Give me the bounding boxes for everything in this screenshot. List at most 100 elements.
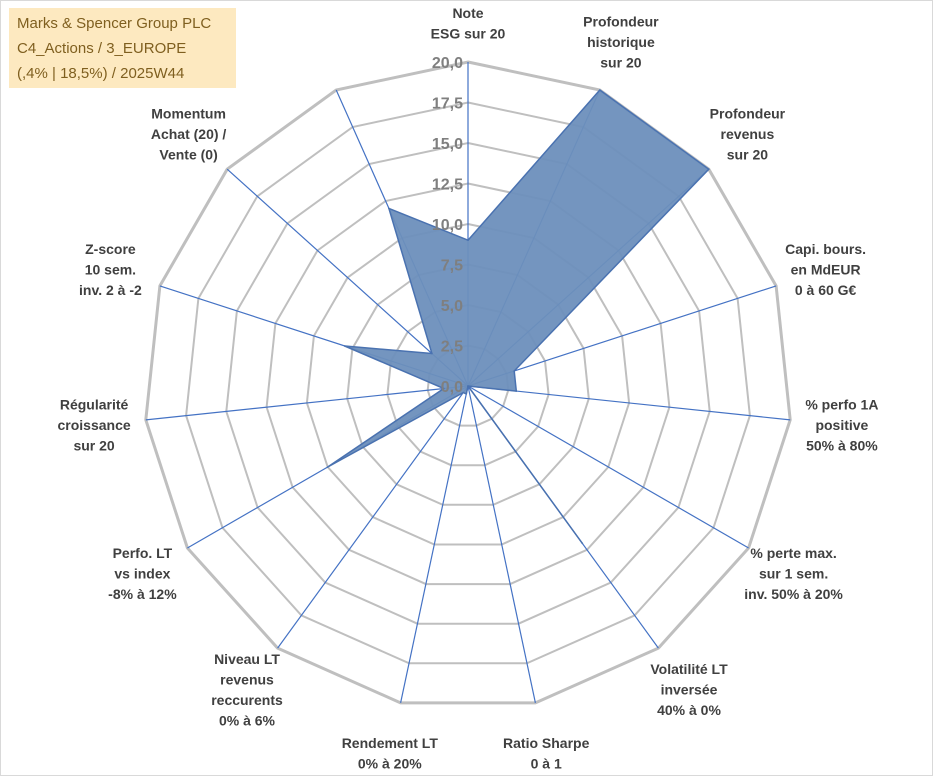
series-point-6 (581, 542, 584, 545)
grid-ring-3 (346, 263, 590, 506)
axis-spoke-7 (467, 385, 536, 704)
axis-label-4-line-0: % perfo 1A (805, 396, 878, 412)
axis-label-0-line-0: Note (452, 5, 483, 21)
axis-label-0-line-1: ESG sur 20 (431, 26, 506, 42)
series-point-11 (443, 387, 445, 390)
axis-label-9-line-3: 0% à 6% (219, 713, 276, 729)
axis-label-10: Perfo. LT vs index -8% à 12% (108, 545, 177, 602)
axis-label-3-line-2: 0 à 60 G€ (795, 282, 857, 298)
axis-label-2-line-2: sur 20 (727, 146, 768, 162)
axis-label-6-line-1: inversée (661, 682, 718, 698)
axis-label-12-line-0: Z-score (85, 241, 136, 257)
series-point-2 (708, 168, 710, 170)
tick-label-6: 15,0 (432, 136, 463, 153)
axis-label-6-line-2: 40% à 0% (657, 702, 721, 718)
series-point-8 (465, 393, 468, 395)
axis-label-7-line-0: Ratio Sharpe (503, 735, 590, 751)
axis-label-9-line-2: reccurents (211, 692, 283, 708)
axis-label-5-line-2: inv. 50% à 20% (744, 586, 843, 602)
axis-label-9-line-1: revenus (220, 672, 274, 688)
axis-label-11-line-0: Régularité (60, 396, 129, 412)
axis-label-7-line-1: 0 à 1 (531, 756, 562, 772)
axis-spoke-8 (400, 385, 469, 704)
axis-label-4-line-1: positive (815, 417, 868, 433)
axis-label-1-line-0: Profondeur (583, 14, 659, 30)
tick-label-8: 20,0 (432, 55, 463, 72)
axis-labels: Note ESG sur 20 Profondeur historique sur 20… (58, 5, 879, 772)
axis-label-12-line-1: 10 sem. (85, 261, 136, 277)
axis-label-13: Momentum Achat (20) / Vente (0) (151, 105, 227, 162)
grid-ring-8 (144, 60, 792, 705)
axis-label-10-line-0: Perfo. LT (113, 545, 173, 561)
series-point-0 (467, 239, 469, 241)
grid-ring-7 (185, 101, 751, 665)
axis-label-4-line-2: 50% à 80% (806, 437, 878, 453)
axis-label-4: % perfo 1A positive 50% à 80% (805, 396, 878, 453)
series-point-13 (431, 352, 433, 355)
series-area-group (326, 89, 710, 545)
axis-label-13-line-2: Vente (0) (159, 146, 217, 162)
tick-label-4: 10,0 (432, 217, 463, 234)
tick-label-0: 0,0 (441, 379, 463, 396)
axis-spoke-13 (226, 168, 469, 387)
axis-label-6: Volatilité LT inversée 40% à 0% (650, 661, 728, 718)
axis-spoke-9 (277, 385, 469, 649)
axis-label-3-line-1: en MdEUR (791, 261, 861, 277)
axis-label-8-line-1: 0% à 20% (358, 756, 422, 772)
axis-label-9: Niveau LT revenus reccurents 0% à 6% (211, 651, 283, 729)
axis-label-1-line-2: sur 20 (600, 55, 641, 71)
series-point-14 (388, 207, 390, 210)
series-point-12 (343, 345, 346, 347)
axis-label-0: Note ESG sur 20 (431, 5, 506, 42)
axis-label-3-line-0: Capi. bours. (785, 241, 866, 257)
series-point-3 (513, 370, 515, 372)
axis-label-2-line-1: revenus (721, 126, 775, 142)
title-line-category: C4_Actions / 3_EUROPE (17, 40, 187, 57)
axis-label-10-line-1: vs index (114, 566, 170, 582)
axis-label-11-line-2: sur 20 (73, 437, 114, 453)
axis-label-1-line-1: historique (587, 34, 655, 50)
axis-label-11-line-1: croissance (58, 417, 131, 433)
axis-label-12-line-2: inv. 2 à -2 (79, 282, 142, 298)
axis-label-5: % perte max. sur 1 sem. inv. 50% à 20% (744, 545, 843, 602)
axis-spoke-5 (467, 385, 749, 549)
tick-label-7: 17,5 (432, 96, 463, 113)
tick-label-2: 5,0 (441, 298, 463, 315)
axis-label-6-line-0: Volatilité LT (650, 661, 728, 677)
title-line-company: Marks & Spencer Group PLC (17, 15, 212, 32)
axis-spoke-3 (467, 285, 777, 387)
axis-label-8: Rendement LT 0% à 20% (342, 735, 439, 772)
axis-label-7: Ratio Sharpe 0 à 1 (503, 735, 590, 772)
series-area (326, 89, 710, 545)
title-line-stats: (,4% | 18,5%) / 2025W44 (17, 65, 185, 82)
axis-label-8-line-0: Rendement LT (342, 735, 439, 751)
axis-label-3: Capi. bours. en MdEUR 0 à 60 G€ (785, 241, 866, 298)
grid-ring-4 (305, 222, 631, 546)
series-point-10 (326, 466, 329, 468)
axis-label-10-line-2: -8% à 12% (108, 586, 177, 602)
axis-label-1: Profondeur historique sur 20 (583, 14, 659, 71)
series-point-7 (467, 385, 469, 387)
grid-ring-6 (225, 141, 711, 625)
tick-label-3: 7,5 (441, 258, 463, 275)
series-point-4 (515, 390, 518, 392)
chart-title-box: Marks & Spencer Group PLC C4_Actions / 3… (9, 8, 236, 88)
axis-label-11: Régularité croissance sur 20 (58, 396, 131, 453)
axis-label-12: Z-score 10 sem. inv. 2 à -2 (79, 241, 142, 298)
series-point-9 (462, 391, 465, 394)
axis-label-5-line-1: sur 1 sem. (759, 566, 828, 582)
axis-label-13-line-1: Achat (20) / (151, 126, 227, 142)
tick-labels: 0,0 2,5 5,0 7,5 10,0 12,5 15,0 17,5 20,0 (432, 55, 463, 396)
grid-ring-5 (265, 182, 671, 586)
axis-label-9-line-0: Niveau LT (214, 651, 280, 667)
axis-label-2-line-0: Profondeur (710, 105, 786, 121)
tick-label-5: 12,5 (432, 177, 463, 194)
axis-label-5-line-0: % perte max. (750, 545, 836, 561)
axis-label-13-line-0: Momentum (151, 105, 226, 121)
axis-spoke-4 (467, 385, 791, 421)
series-point-1 (599, 89, 601, 91)
axis-spoke-11 (145, 385, 469, 421)
axis-label-2: Profondeur revenus sur 20 (710, 105, 786, 162)
tick-label-1: 2,5 (441, 339, 463, 356)
